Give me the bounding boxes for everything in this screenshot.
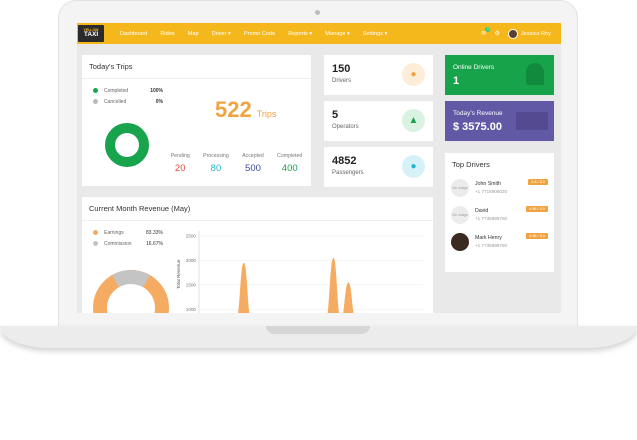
trips-total-label: Trips xyxy=(256,109,277,119)
nav-item-map[interactable]: Map xyxy=(187,30,199,37)
card-title: Current Month Revenue (May) xyxy=(82,197,433,221)
notification-count-badge: 1 xyxy=(485,27,491,32)
revenue-area-series xyxy=(238,257,354,313)
laptop-base xyxy=(0,326,637,348)
legend-dot xyxy=(93,230,98,235)
stat-processing: Processing 80 xyxy=(203,153,229,174)
nav-item-rides[interactable]: Rides xyxy=(160,30,175,37)
card-title: Top Drivers xyxy=(452,160,490,169)
dashboard-screen: YELLOW TAXI Dashboard Rides Map Driver ▾… xyxy=(77,23,561,313)
online-drivers-card[interactable]: Online Drivers 1 xyxy=(445,55,554,95)
nav-item-promo-code[interactable]: Promo Code xyxy=(243,30,276,37)
revenue-area-chart: Total Revenue 1000 1500 2000 2500 xyxy=(177,231,423,313)
passengers-stat-card[interactable]: 4852 Passengers ● xyxy=(324,147,433,187)
top-navbar: YELLOW TAXI Dashboard Rides Map Driver ▾… xyxy=(77,23,561,44)
revenue-legend: Earnings 83.33% Commission 16.67% xyxy=(93,227,163,249)
rating-badge: 4.86 / 5.0 xyxy=(526,233,548,239)
nav-item-reports[interactable]: Reports ▾ xyxy=(288,30,313,37)
card-title: Today's Trips xyxy=(82,55,311,79)
trips-donut-chart xyxy=(105,123,149,167)
brand-logo[interactable]: YELLOW TAXI xyxy=(78,25,104,42)
y-axis-label: Total Revenue xyxy=(177,259,181,289)
drivers-stat-card[interactable]: 150 Drivers ● xyxy=(324,55,433,95)
y-tick-label: 1000 xyxy=(186,307,197,312)
nav-item-settings[interactable]: Settings ▾ xyxy=(362,30,388,37)
driver-silhouette-icon xyxy=(526,63,544,85)
revenue-donut-chart xyxy=(93,270,169,313)
driver-icon: ● xyxy=(402,63,425,86)
trips-legend: Completed 100% Cancelled 0% xyxy=(93,85,163,107)
rating-badge: 4.8 / 5.0 xyxy=(528,179,548,185)
list-item[interactable]: No Image John Smith +1 7715906020 4.8 / … xyxy=(445,174,554,201)
stat-completed: Completed 400 xyxy=(277,153,303,174)
avatar xyxy=(507,28,518,39)
stat-pending: Pending 20 xyxy=(170,153,190,174)
legend-item: Commission 16.67% xyxy=(93,238,163,249)
legend-item: Cancelled 0% xyxy=(93,96,163,107)
legend-dot xyxy=(93,88,98,93)
cash-icon xyxy=(516,112,548,130)
rating-badge: 4.86 / 5.0 xyxy=(526,206,548,212)
donut-completed-slice xyxy=(105,123,149,167)
nav-item-manage[interactable]: Manage ▾ xyxy=(325,30,350,37)
stat-accepted: Accepted 500 xyxy=(242,153,264,174)
legend-dot xyxy=(93,241,98,246)
nav-right: ✉ 1 ⚙ Jessica Roy xyxy=(481,23,551,44)
todays-trips-card: Today's Trips Completed 100% Cancelled 0… xyxy=(82,55,311,186)
operators-stat-card[interactable]: 5 Operators ▲ xyxy=(324,101,433,141)
nav-item-driver[interactable]: Driver ▾ xyxy=(211,30,231,37)
nav-item-dashboard[interactable]: Dashboard xyxy=(120,30,148,37)
operator-icon: ▲ xyxy=(402,109,425,132)
notification-bell-icon[interactable]: ✉ 1 xyxy=(481,27,491,37)
legend-item: Completed 100% xyxy=(93,85,163,96)
y-tick-label: 2500 xyxy=(186,234,197,239)
list-item[interactable]: No Image David +1 7735896750 4.86 / 5.0 xyxy=(445,201,554,228)
monthly-revenue-card: Current Month Revenue (May) Earnings 83.… xyxy=(82,197,433,313)
user-menu[interactable]: Jessica Roy xyxy=(507,28,551,39)
y-tick-label: 2000 xyxy=(186,258,197,263)
nav-menu: Dashboard Rides Map Driver ▾ Promo Code … xyxy=(120,31,387,37)
avatar: No Image xyxy=(451,178,469,197)
top-drivers-card: Top Drivers No Image John Smith +1 77159… xyxy=(445,153,554,272)
avatar xyxy=(451,232,469,251)
camera-icon xyxy=(315,10,320,15)
trip-status-stats: Pending 20 Processing 80 Accepted 500 Co… xyxy=(164,153,309,174)
donut-commission-slice xyxy=(112,270,150,288)
passenger-icon: ● xyxy=(402,155,425,178)
trips-total: 522 Trips xyxy=(215,97,276,123)
laptop-notch xyxy=(266,326,370,334)
user-name: Jessica Roy xyxy=(520,30,551,37)
todays-revenue-card[interactable]: Today's Revenue $ 3575.00 xyxy=(445,101,554,141)
list-item[interactable]: Mark Henry +1 7735896750 4.86 / 5.0 xyxy=(445,228,554,255)
legend-item: Earnings 83.33% xyxy=(93,227,163,238)
avatar: No Image xyxy=(451,205,469,224)
trips-total-value: 522 xyxy=(215,97,252,122)
y-tick-label: 1500 xyxy=(186,282,197,287)
gear-icon[interactable]: ⚙ xyxy=(494,31,500,37)
legend-dot xyxy=(93,99,98,104)
